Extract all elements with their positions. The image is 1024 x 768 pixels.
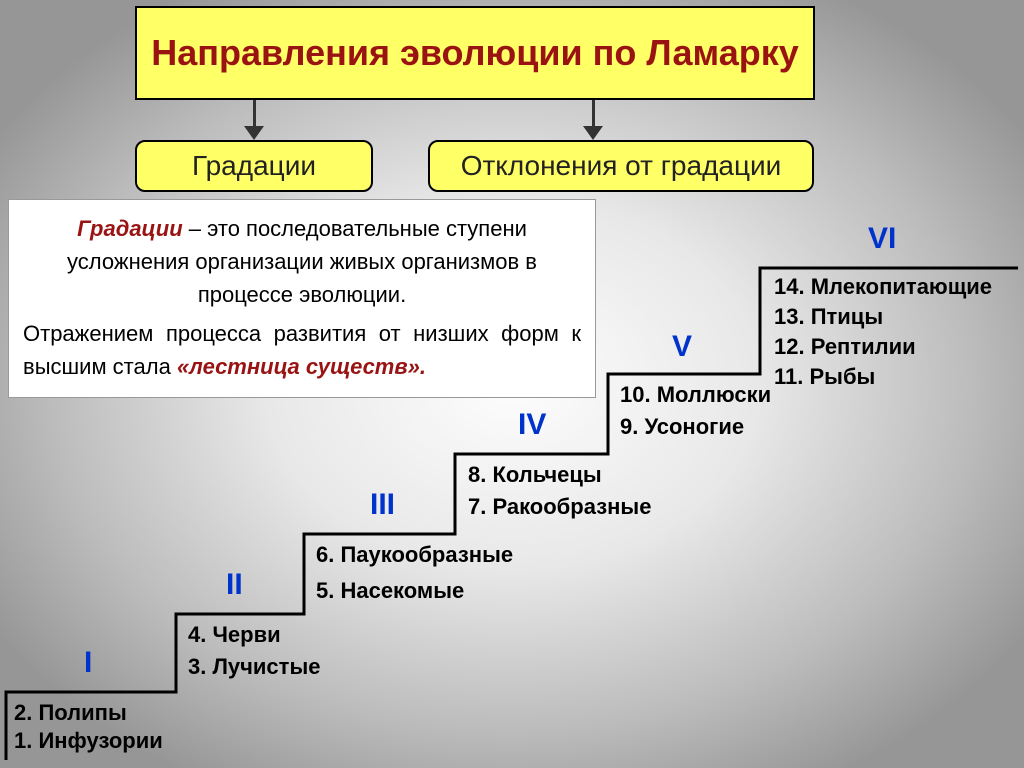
roman-numeral: V xyxy=(672,330,692,364)
definition-box: Градации – это последовательные ступени … xyxy=(8,199,596,398)
roman-numeral: IV xyxy=(518,408,546,442)
title-text: Направления эволюции по Ламарку xyxy=(151,31,799,74)
roman-numeral: VI xyxy=(868,222,896,256)
step-item: 9. Усоногие xyxy=(620,414,744,440)
step-item: 2. Полипы xyxy=(14,700,127,726)
step-item: 14. Млекопитающие xyxy=(774,274,992,300)
title-box: Направления эволюции по Ламарку xyxy=(135,6,815,100)
step-item: 11. Рыбы xyxy=(774,364,875,390)
subbox-left-label: Градации xyxy=(192,150,316,181)
subbox-gradacii: Градации xyxy=(135,140,373,192)
step-item: 3. Лучистые xyxy=(188,654,320,680)
definition-term: Градации xyxy=(77,216,183,241)
arrow-right xyxy=(592,100,595,128)
roman-numeral: II xyxy=(226,568,243,602)
step-item: 6. Паукообразные xyxy=(316,542,513,568)
step-item: 5. Насекомые xyxy=(316,578,464,604)
step-item: 8. Кольчецы xyxy=(468,462,602,488)
step-item: 4. Черви xyxy=(188,622,281,648)
roman-numeral: III xyxy=(370,488,395,522)
step-item: 7. Ракообразные xyxy=(468,494,651,520)
diagram-container: Направления эволюции по Ламарку Градации… xyxy=(0,0,1024,768)
step-item: 10. Моллюски xyxy=(620,382,771,408)
step-item: 13. Птицы xyxy=(774,304,883,330)
subbox-right-label: Отклонения от градации xyxy=(461,150,782,181)
arrow-left xyxy=(253,100,256,128)
step-item: 12. Рептилии xyxy=(774,334,916,360)
definition-em: «лестница существ». xyxy=(177,354,426,379)
roman-numeral: I xyxy=(84,646,92,680)
subbox-otkloneniya: Отклонения от градации xyxy=(428,140,814,192)
step-item: 1. Инфузории xyxy=(14,728,163,754)
